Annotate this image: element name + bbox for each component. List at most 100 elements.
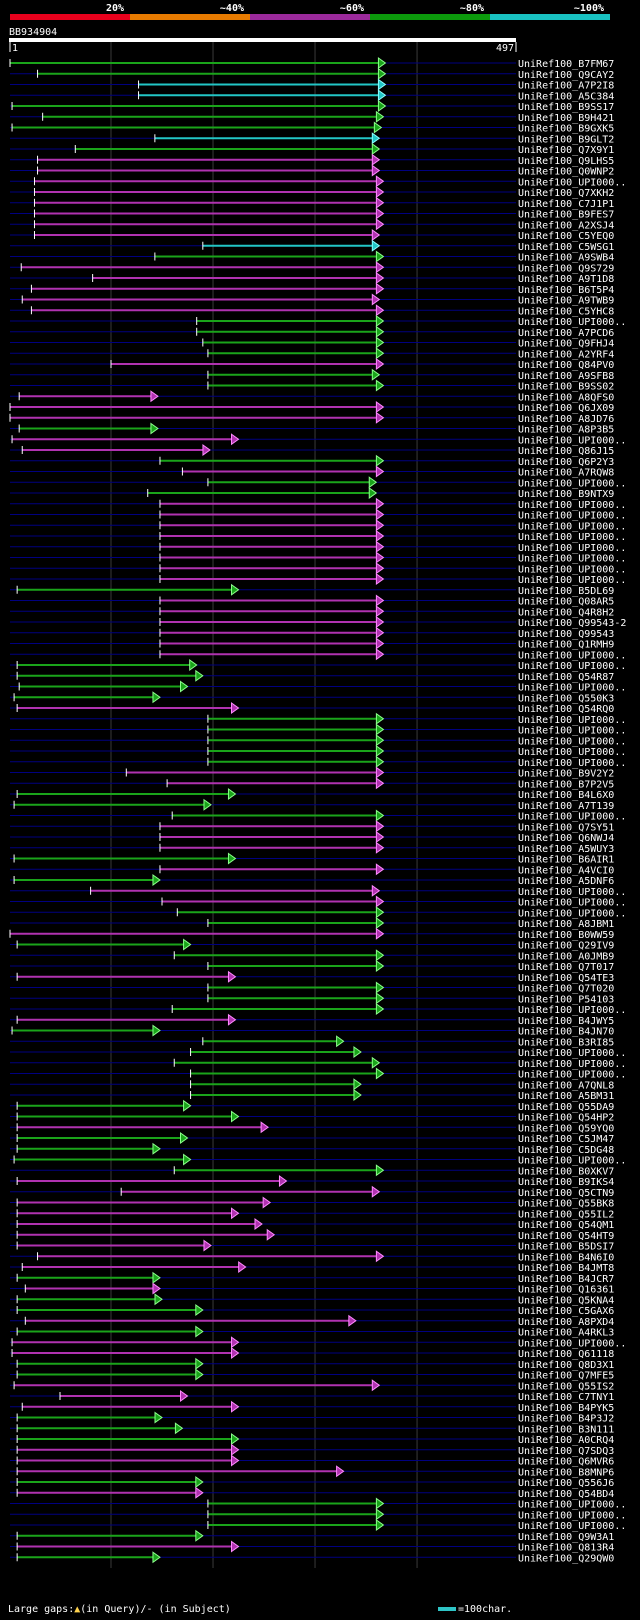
hit-row[interactable]: UniRef100_Q16361 <box>10 1282 614 1296</box>
hit-label[interactable]: UniRef100_Q54HP2 <box>518 1113 614 1124</box>
hit-row[interactable]: UniRef100_A7PCD6 <box>10 325 614 339</box>
hit-row[interactable]: UniRef100_A8P3B5 <box>10 422 614 436</box>
hit-label[interactable]: UniRef100_A4VCI0 <box>518 865 614 876</box>
hit-row[interactable]: UniRef100_A9SWB4 <box>10 250 614 264</box>
hit-label[interactable]: UniRef100_A7QNL8 <box>518 1080 614 1091</box>
hit-row[interactable]: UniRef100_A4VCI0 <box>10 863 614 876</box>
hit-row[interactable]: UniRef100_Q7SY51 <box>10 820 614 833</box>
hit-label[interactable]: UniRef100_Q7T020 <box>518 984 614 995</box>
hit-label[interactable]: UniRef100_Q1RMH9 <box>518 640 614 651</box>
hit-row[interactable]: UniRef100_Q86J15 <box>10 444 614 457</box>
hit-label[interactable]: UniRef100_Q55IL2 <box>518 1209 614 1220</box>
hit-label[interactable]: UniRef100_Q54QM1 <box>518 1220 614 1231</box>
hit-label[interactable]: UniRef100_A4RKL3 <box>518 1328 614 1339</box>
hit-label[interactable]: UniRef100_A7RQW8 <box>518 468 614 479</box>
hit-row[interactable]: UniRef100_UPI000.. <box>10 476 626 489</box>
hit-label[interactable]: UniRef100_B5DSI7 <box>518 1242 614 1253</box>
hit-row[interactable]: UniRef100_Q6NWJ4 <box>10 831 614 844</box>
hit-row[interactable]: UniRef100_UPI000.. <box>10 540 626 554</box>
hit-label[interactable]: UniRef100_B4JCR7 <box>518 1274 614 1285</box>
hit-label[interactable]: UniRef100_Q99543-2 <box>518 618 626 629</box>
hit-label[interactable]: UniRef100_A8P3B5 <box>518 425 614 436</box>
hit-row[interactable]: UniRef100_B0WW59 <box>9 927 614 941</box>
hit-row[interactable]: UniRef100_A2YRF4 <box>10 347 614 360</box>
hit-label[interactable]: UniRef100_B0XKV7 <box>518 1166 614 1177</box>
hit-row[interactable]: UniRef100_UPI000.. <box>10 1497 626 1511</box>
hit-label[interactable]: UniRef100_Q55IS2 <box>518 1381 614 1392</box>
hit-label[interactable]: UniRef100_C5JM47 <box>518 1134 614 1145</box>
hit-label[interactable]: UniRef100_UPI000.. <box>518 887 626 898</box>
hit-row[interactable]: UniRef100_Q84PV0 <box>10 358 614 371</box>
hit-label[interactable]: UniRef100_Q55BK8 <box>518 1199 614 1210</box>
hit-label[interactable]: UniRef100_B3RI85 <box>518 1037 614 1048</box>
hit-label[interactable]: UniRef100_B4L6X0 <box>518 790 614 801</box>
hit-row[interactable]: UniRef100_B3N111 <box>10 1422 614 1435</box>
hit-row[interactable]: UniRef100_UPI000.. <box>10 573 626 586</box>
hit-row[interactable]: UniRef100_B9SS02 <box>10 379 614 393</box>
hit-label[interactable]: UniRef100_A2XSJ4 <box>518 220 614 231</box>
hit-row[interactable]: UniRef100_UPI000.. <box>10 1046 626 1059</box>
hit-label[interactable]: UniRef100_B4JWY5 <box>518 1016 614 1027</box>
hit-row[interactable]: UniRef100_B6AIR1 <box>10 852 614 866</box>
hit-label[interactable]: UniRef100_B7P2V5 <box>518 779 614 790</box>
hit-row[interactable]: UniRef100_B8MNP6 <box>10 1465 614 1478</box>
hit-row[interactable]: UniRef100_UPI000.. <box>10 648 626 661</box>
hit-row[interactable]: UniRef100_B4JWY5 <box>10 1013 614 1027</box>
hit-row[interactable]: UniRef100_Q5KNA4 <box>10 1293 614 1306</box>
hit-label[interactable]: UniRef100_UPI000.. <box>518 650 626 661</box>
hit-row[interactable]: UniRef100_A2XSJ4 <box>10 218 614 231</box>
hit-label[interactable]: UniRef100_UPI000.. <box>518 435 626 446</box>
hit-row[interactable]: UniRef100_Q55IS2 <box>10 1379 614 1392</box>
hit-label[interactable]: UniRef100_UPI000.. <box>518 1059 626 1070</box>
hit-row[interactable]: UniRef100_B4JCR7 <box>10 1271 614 1285</box>
hit-label[interactable]: UniRef100_Q5CTN9 <box>518 1188 614 1199</box>
hit-label[interactable]: UniRef100_Q54BD4 <box>518 1489 614 1500</box>
hit-label[interactable]: UniRef100_B0WW59 <box>518 930 614 941</box>
hit-label[interactable]: UniRef100_B9NTX9 <box>518 489 614 500</box>
hit-row[interactable]: UniRef100_UPI000.. <box>10 1508 626 1521</box>
hit-label[interactable]: UniRef100_B4N6I0 <box>518 1252 614 1263</box>
hit-label[interactable]: UniRef100_UPI000.. <box>518 661 626 672</box>
hit-row[interactable]: UniRef100_Q54RQ0 <box>10 702 614 715</box>
hit-row[interactable]: UniRef100_Q813R4 <box>10 1540 614 1554</box>
hit-label[interactable]: UniRef100_Q6JX09 <box>518 403 614 414</box>
hit-label[interactable]: UniRef100_P54103 <box>518 994 614 1005</box>
hit-label[interactable]: UniRef100_Q54HT9 <box>518 1231 614 1242</box>
hit-row[interactable]: UniRef100_UPI000.. <box>10 315 626 328</box>
hit-row[interactable]: UniRef100_UPI000.. <box>10 680 626 694</box>
hit-row[interactable]: UniRef100_Q55IL2 <box>10 1207 614 1220</box>
hit-label[interactable]: UniRef100_Q7MFE5 <box>518 1371 614 1382</box>
hit-row[interactable]: UniRef100_Q7T020 <box>10 981 614 995</box>
hit-label[interactable]: UniRef100_B8MNP6 <box>518 1467 614 1478</box>
hit-label[interactable]: UniRef100_UPI000.. <box>518 1521 626 1532</box>
hit-row[interactable]: UniRef100_B4JMT8 <box>10 1261 614 1274</box>
hit-label[interactable]: UniRef100_UPI000.. <box>518 898 626 909</box>
hit-row[interactable]: UniRef100_A4RKL3 <box>10 1325 614 1339</box>
hit-label[interactable]: UniRef100_Q29QW0 <box>518 1553 614 1564</box>
hit-label[interactable]: UniRef100_Q55DA9 <box>518 1102 614 1113</box>
hit-row[interactable]: UniRef100_Q6MVR6 <box>10 1454 614 1468</box>
hit-label[interactable]: UniRef100_B9GXK5 <box>518 124 614 135</box>
hit-row[interactable]: UniRef100_Q55DA9 <box>10 1099 614 1113</box>
hit-row[interactable]: UniRef100_B9IKS4 <box>10 1175 614 1188</box>
hit-row[interactable]: UniRef100_Q8D3X1 <box>10 1357 614 1371</box>
hit-row[interactable]: UniRef100_B9GXK5 <box>10 121 614 135</box>
hit-row[interactable]: UniRef100_A7P2I8 <box>10 78 614 92</box>
hit-label[interactable]: UniRef100_A5BM31 <box>518 1091 614 1102</box>
hit-label[interactable]: UniRef100_A2YRF4 <box>518 349 614 360</box>
hit-row[interactable]: UniRef100_C5GAX6 <box>10 1304 614 1317</box>
hit-row[interactable]: UniRef100_A7RQW8 <box>10 465 614 479</box>
hit-label[interactable]: UniRef100_B3N111 <box>518 1424 614 1435</box>
hit-row[interactable]: UniRef100_C5JM47 <box>10 1132 614 1145</box>
hit-label[interactable]: UniRef100_A8JD76 <box>518 414 614 425</box>
hit-row[interactable]: UniRef100_B5DSI7 <box>10 1239 614 1253</box>
hit-label[interactable]: UniRef100_Q08AR5 <box>518 597 614 608</box>
hit-label[interactable]: UniRef100_Q9S729 <box>518 263 614 274</box>
hit-label[interactable]: UniRef100_B4PYK5 <box>518 1403 614 1414</box>
hit-label[interactable]: UniRef100_A9SFB8 <box>518 371 614 382</box>
hit-row[interactable]: UniRef100_B7P2V5 <box>10 777 614 790</box>
hit-label[interactable]: UniRef100_UPI000.. <box>518 511 626 522</box>
hit-row[interactable]: UniRef100_UPI000.. <box>10 723 626 737</box>
hit-row[interactable]: UniRef100_UPI000.. <box>10 734 626 747</box>
hit-row[interactable]: UniRef100_Q7MFE5 <box>10 1368 614 1382</box>
